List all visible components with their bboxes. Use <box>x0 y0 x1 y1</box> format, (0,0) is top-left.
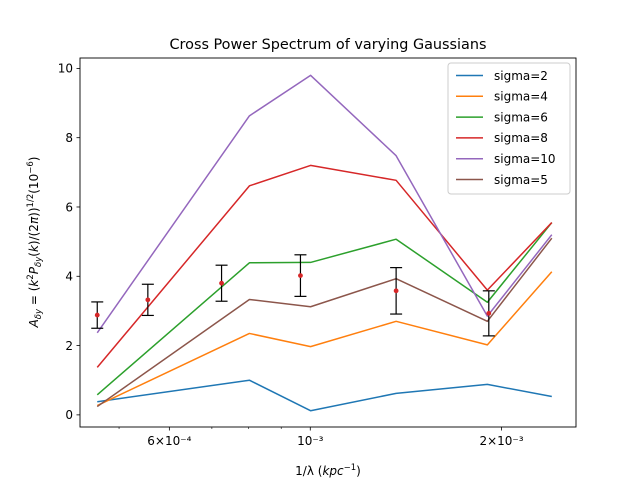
series-line-sigma-4 <box>96 271 553 407</box>
y-tick-label: 6 <box>65 200 73 214</box>
legend-label: sigma=5 <box>494 173 548 187</box>
legend-label: sigma=8 <box>494 131 548 145</box>
series-line-sigma-10 <box>96 74 553 334</box>
errorbar-point <box>141 283 154 317</box>
errorbar-point <box>91 301 104 329</box>
x-tick-label: 10⁻³ <box>297 434 324 448</box>
y-tick-label: 8 <box>65 131 73 145</box>
x-axis: 6×10⁻⁴ 10⁻³ 2×10⁻³ <box>118 427 524 448</box>
data-point <box>393 288 399 294</box>
data-point <box>219 280 224 286</box>
legend-label: sigma=4 <box>494 90 548 104</box>
series-line-sigma-6 <box>96 222 553 396</box>
legend-label: sigma=2 <box>494 69 548 83</box>
legend: sigma=2 sigma=4 sigma=6 sigma=8 sigma=10 sigm… <box>447 62 571 195</box>
plot-lines <box>96 74 553 412</box>
y-tick-label: 4 <box>65 270 73 284</box>
errorbar-point <box>294 254 307 297</box>
y-tick-label: 0 <box>65 408 73 422</box>
legend-label: sigma=10 <box>494 152 556 166</box>
y-tick-label: 10 <box>58 62 73 76</box>
data-point <box>298 273 303 278</box>
chart-title: Cross Power Spectrum of varying Gaussian… <box>170 37 487 53</box>
series-line-sigma-8 <box>96 164 553 368</box>
data-point <box>145 297 151 303</box>
legend-label: sigma=6 <box>494 110 548 124</box>
series-line-sigma-5 <box>96 237 553 408</box>
plot-frame <box>79 57 577 428</box>
errorbar-point <box>215 264 228 302</box>
plot-errorbars <box>91 254 495 337</box>
series-line-sigma-2 <box>97 379 552 412</box>
errorbar-point <box>390 267 403 315</box>
x-tick-label: 6×10⁻⁴ <box>147 434 191 448</box>
y-axis: 0 2 4 6 8 10 <box>58 62 80 422</box>
x-tick-label: 2×10⁻³ <box>479 434 523 448</box>
data-point <box>486 310 492 316</box>
errorbar-point <box>482 290 495 337</box>
y-tick-label: 2 <box>65 339 73 353</box>
data-point <box>94 312 100 318</box>
y-axis-label: Aδy = (k2Pδy(k)/(2π))1/2(10−6) <box>26 157 44 329</box>
